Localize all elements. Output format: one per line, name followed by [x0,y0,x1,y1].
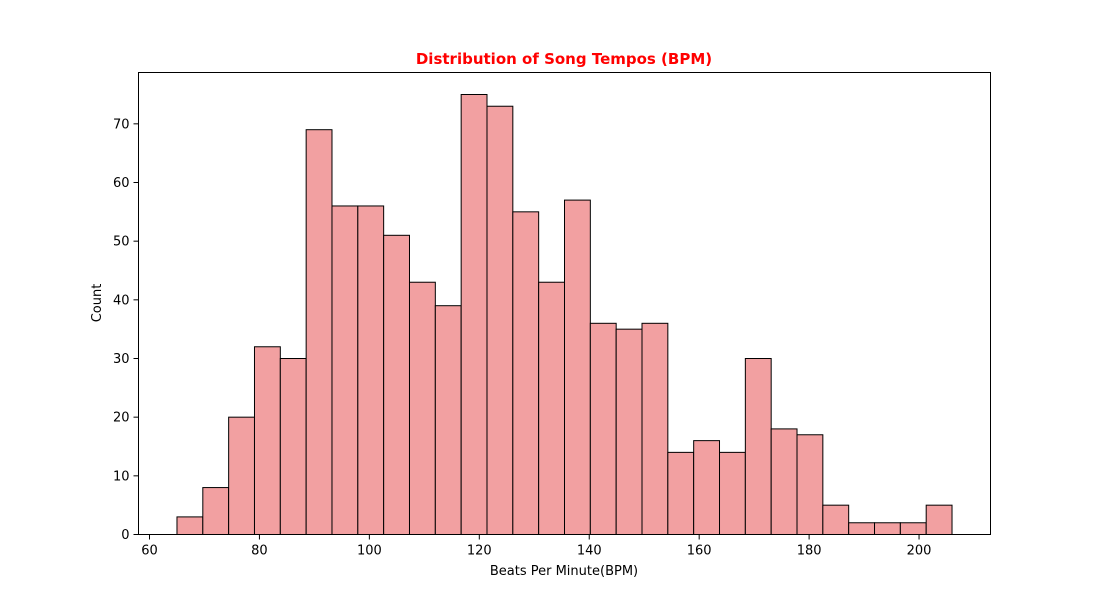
x-tick-label: 120 [467,544,492,559]
histogram-bar [176,516,204,536]
y-axis-label: Count [90,284,105,323]
histogram-bar [564,199,591,535]
histogram-bar [538,281,565,535]
histogram-bar [615,328,643,535]
x-tick-label: 80 [251,544,268,559]
histogram-bar [874,522,901,535]
histogram-bar [279,358,307,535]
histogram-bar [693,440,721,535]
y-tick-label: 40 [113,293,130,308]
y-tick-label: 70 [113,117,130,132]
x-axis: 60 80 100 120 140 160 180 200 [141,534,932,559]
histogram-bar [899,522,927,535]
histogram-bar [719,451,746,535]
y-axis: 0 10 20 30 40 50 60 70 [113,117,139,543]
histogram-bar [796,434,824,535]
histogram-bar [925,504,953,535]
x-tick-label: 200 [907,544,932,559]
histogram-bar [408,281,436,535]
x-tick-label: 160 [687,544,712,559]
bars-group [176,94,953,536]
x-axis-label: Beats Per Minute(BPM) [490,564,638,579]
histogram-bar [383,234,410,536]
y-tick-label: 0 [121,528,129,543]
histogram-bar [589,322,617,535]
histogram-bar [331,205,359,535]
histogram-bar [667,451,695,535]
histogram-bar [434,305,462,536]
chart-title: Distribution of Song Tempos (BPM) [416,50,712,68]
y-tick-label: 60 [113,176,130,191]
histogram-bar [305,129,333,535]
histogram-bar [486,105,514,535]
histogram-bar [512,211,540,535]
x-tick-label: 180 [797,544,822,559]
histogram-bar [228,416,255,535]
histogram-bar [822,504,850,535]
histogram-bar [357,205,385,535]
histogram-bar [641,322,669,535]
y-tick-label: 10 [113,469,130,484]
plot-frame [138,72,991,535]
histogram-bar [848,522,876,535]
histogram-bar [460,94,488,535]
histogram-bar [770,428,798,535]
x-tick-label: 100 [357,544,382,559]
histogram-bar [744,358,772,535]
histogram-bar [253,346,281,535]
y-tick-label: 20 [113,411,130,426]
y-tick-label: 50 [113,235,130,250]
x-tick-label: 60 [141,544,158,559]
x-tick-label: 140 [577,544,602,559]
y-tick-label: 30 [113,352,130,367]
histogram-bar [202,487,230,536]
